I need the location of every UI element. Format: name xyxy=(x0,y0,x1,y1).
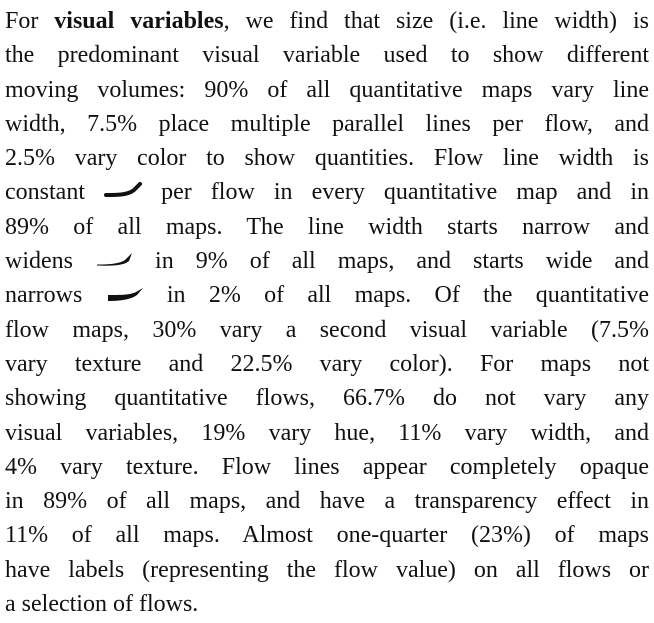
text-line: 89% of all maps. The line width starts n… xyxy=(5,210,649,244)
text-line: flow maps, 30% vary a second visual vari… xyxy=(5,313,649,347)
text-line: For visual variables, we find that size … xyxy=(5,4,649,38)
text-line: moving volumes: 90% of all quantitative … xyxy=(5,73,649,107)
widening-icon xyxy=(97,253,133,266)
text: , we find that size (i.e. line width) is xyxy=(223,8,649,34)
text-line: 11% of all maps. Almost one-quarter (23%… xyxy=(5,518,649,552)
text: have labels (representing the flow value… xyxy=(5,556,649,583)
text: vary texture and 22.5% vary color). For … xyxy=(5,350,649,377)
text: showing quantitative flows, 66.7% do not… xyxy=(5,385,649,412)
text: in 2% of all maps. Of the quantitative xyxy=(166,282,650,309)
text-line: vary texture and 22.5% vary color). For … xyxy=(5,347,649,381)
text: 4% vary texture. Flow lines appear compl… xyxy=(5,453,649,480)
text: the predominant visual variable used to … xyxy=(5,42,649,69)
text: flow maps, 30% vary a second visual vari… xyxy=(5,316,649,343)
narrowing-icon xyxy=(107,288,143,302)
text: widens xyxy=(5,248,73,275)
text: For xyxy=(5,8,39,34)
text: a selection of flows. xyxy=(5,591,199,618)
bold-text: visual variables xyxy=(54,8,224,34)
text-line: visual variables, 19% vary hue, 11% vary… xyxy=(5,416,649,450)
text: in 89% of all maps, and have a transpare… xyxy=(5,488,649,515)
text: constant xyxy=(5,179,85,206)
text-line: 2.5% vary color to show quantities. Flow… xyxy=(5,141,649,175)
text-line: 4% vary texture. Flow lines appear compl… xyxy=(5,450,649,484)
text: width, 7.5% place multiple parallel line… xyxy=(5,110,649,137)
text: in 9% of all maps, and starts wide and xyxy=(155,248,650,275)
text: 2.5% vary color to show quantities. Flow… xyxy=(5,145,649,172)
text-line: width, 7.5% place multiple parallel line… xyxy=(5,107,649,141)
text-line: narrows in 2% of all maps. Of the quanti… xyxy=(5,278,649,312)
text-line: showing quantitative flows, 66.7% do not… xyxy=(5,381,649,415)
text: 11% of all maps. Almost one-quarter (23%… xyxy=(5,522,649,549)
paragraph: For visual variables, we find that size … xyxy=(5,4,649,621)
text-line: the predominant visual variable used to … xyxy=(5,38,649,72)
text-line: widens in 9% of all maps, and starts wid… xyxy=(5,244,649,278)
text: moving volumes: 90% of all quantitative … xyxy=(5,76,649,103)
text: per flow in every quantitative map and i… xyxy=(161,179,650,206)
constant-width-icon xyxy=(104,182,143,198)
text-line: have labels (representing the flow value… xyxy=(5,553,649,587)
text-line: constant per flow in every quantitative … xyxy=(5,175,649,209)
text-line: a selection of flows. xyxy=(5,587,649,621)
text-line: in 89% of all maps, and have a transpare… xyxy=(5,484,649,518)
text: 89% of all maps. The line width starts n… xyxy=(5,213,649,240)
text: narrows xyxy=(5,282,83,309)
text: visual variables, 19% vary hue, 11% vary… xyxy=(5,419,649,446)
